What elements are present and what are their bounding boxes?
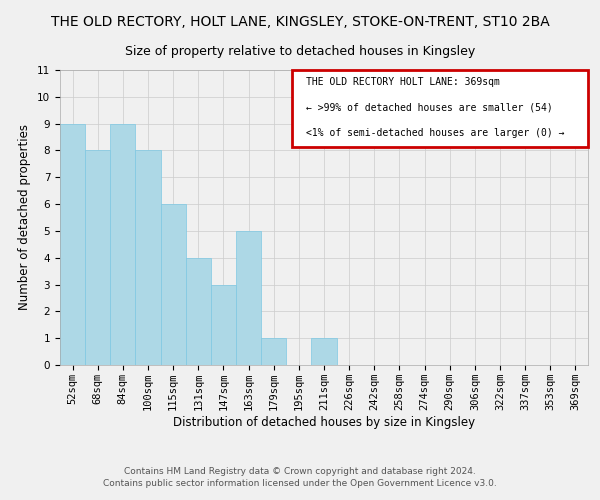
Y-axis label: Number of detached properties: Number of detached properties — [19, 124, 31, 310]
Bar — [85, 150, 110, 365]
FancyBboxPatch shape — [292, 70, 588, 146]
Bar — [161, 204, 186, 365]
Bar — [186, 258, 211, 365]
Bar — [236, 231, 261, 365]
Text: Contains HM Land Registry data © Crown copyright and database right 2024.
Contai: Contains HM Land Registry data © Crown c… — [103, 466, 497, 487]
Bar — [110, 124, 136, 365]
Bar — [261, 338, 286, 365]
X-axis label: Distribution of detached houses by size in Kingsley: Distribution of detached houses by size … — [173, 416, 475, 428]
Text: ← >99% of detached houses are smaller (54): ← >99% of detached houses are smaller (5… — [305, 102, 552, 113]
Text: THE OLD RECTORY HOLT LANE: 369sqm: THE OLD RECTORY HOLT LANE: 369sqm — [305, 78, 499, 88]
Bar — [60, 124, 85, 365]
Bar — [311, 338, 337, 365]
Bar — [211, 284, 236, 365]
Text: <1% of semi-detached houses are larger (0) →: <1% of semi-detached houses are larger (… — [305, 128, 564, 138]
Text: Size of property relative to detached houses in Kingsley: Size of property relative to detached ho… — [125, 45, 475, 58]
Text: THE OLD RECTORY, HOLT LANE, KINGSLEY, STOKE-ON-TRENT, ST10 2BA: THE OLD RECTORY, HOLT LANE, KINGSLEY, ST… — [50, 15, 550, 29]
Bar — [136, 150, 161, 365]
